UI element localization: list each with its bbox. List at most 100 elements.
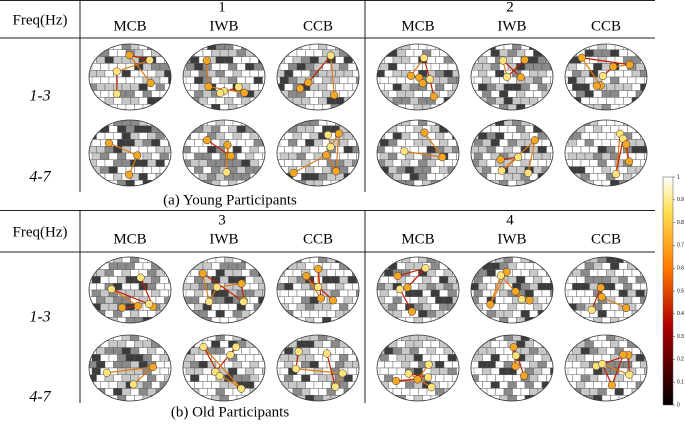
- map-cell: [555, 173, 564, 180]
- map-cell: [185, 76, 195, 85]
- map-cell: [177, 167, 186, 174]
- map-cell: [104, 159, 114, 167]
- node: [622, 303, 631, 313]
- map-cell: [130, 83, 140, 91]
- map-cell: [190, 145, 200, 154]
- map-cell: [601, 63, 611, 71]
- map-cell: [292, 374, 302, 382]
- map-cell: [486, 132, 496, 140]
- map-cell: [614, 310, 624, 318]
- map-cell: [559, 153, 568, 160]
- map-cell: [100, 289, 110, 298]
- map-cell: [533, 179, 543, 186]
- map-cell: [565, 173, 573, 181]
- map-cell: [456, 395, 459, 401]
- map-cell: [495, 388, 505, 396]
- map-cell: [343, 97, 353, 105]
- map-cell: [482, 63, 492, 71]
- map-cell: [439, 317, 449, 323]
- map-cell: [490, 381, 500, 389]
- map-cell: [610, 276, 620, 284]
- map-cell: [96, 97, 106, 105]
- map-cell: [130, 310, 140, 318]
- map-cell: [471, 97, 479, 105]
- map-cell: [211, 63, 221, 71]
- node: [202, 56, 211, 65]
- map-cell: [499, 303, 509, 311]
- map-cell: [589, 132, 599, 140]
- map-cell: [597, 374, 607, 382]
- map-cell: [185, 179, 195, 186]
- map-cell: [142, 49, 152, 57]
- map-cell: [301, 361, 311, 369]
- map-cell: [249, 296, 259, 304]
- map-cell: [413, 166, 423, 174]
- map-cell: [593, 354, 603, 362]
- map-cell: [267, 57, 276, 64]
- map-cell: [465, 317, 474, 324]
- map-cell: [185, 317, 195, 323]
- map-cell: [589, 159, 599, 167]
- map-cell: [147, 159, 157, 167]
- map-cell: [339, 395, 349, 401]
- map-cell: [490, 76, 500, 85]
- map-cell: [541, 367, 551, 376]
- map-cell: [211, 303, 221, 311]
- map-cell: [343, 257, 353, 264]
- map-outline: [564, 334, 648, 402]
- map-cell: [546, 388, 553, 396]
- map-cell: [503, 310, 513, 318]
- map-cell: [478, 296, 488, 304]
- map-cell: [100, 303, 110, 311]
- node: [112, 67, 121, 76]
- map-cell: [516, 125, 526, 133]
- map-cell: [262, 152, 265, 161]
- map-cell: [185, 276, 195, 284]
- map-cell: [559, 126, 568, 133]
- map-cell: [649, 361, 658, 368]
- node: [203, 136, 212, 145]
- map-cell: [580, 361, 590, 369]
- map-cell: [550, 303, 553, 311]
- map-cell: [168, 317, 171, 323]
- node: [511, 287, 520, 296]
- map-cell: [305, 90, 315, 98]
- map-cell: [284, 296, 294, 304]
- map-cell: [653, 276, 662, 283]
- map-cell: [147, 283, 157, 291]
- map-cell: [190, 310, 200, 318]
- map-cell: [584, 90, 594, 98]
- map-cell: [580, 374, 590, 382]
- map-cell: [601, 152, 611, 161]
- map-cell: [567, 139, 577, 147]
- map-cell: [653, 290, 662, 297]
- map-cell: [113, 347, 123, 355]
- map-cell: [267, 388, 276, 395]
- map-cell: [490, 90, 500, 98]
- map-cell: [482, 166, 492, 174]
- map-cell: [155, 83, 165, 91]
- map-cell: [138, 388, 148, 396]
- map-cell: [452, 120, 459, 127]
- map-cell: [409, 56, 419, 64]
- map-cell: [507, 303, 517, 311]
- map-cell: [384, 97, 394, 105]
- map-cell: [537, 374, 547, 382]
- map-cell: [439, 76, 449, 85]
- map-cell: [173, 348, 182, 355]
- map-cell: [262, 125, 265, 133]
- map-cell: [301, 374, 311, 382]
- map-cell: [134, 90, 144, 98]
- map-cell: [164, 173, 171, 181]
- map-cell: [365, 63, 374, 70]
- map-cell: [241, 145, 251, 154]
- map-cell: [194, 276, 204, 284]
- map-cell: [478, 44, 488, 51]
- map-cell: [606, 97, 616, 105]
- map-cell: [418, 388, 428, 396]
- map-cell: [277, 257, 285, 264]
- map-cell: [164, 257, 171, 264]
- map-cell: [164, 361, 171, 369]
- map-cell: [296, 152, 306, 161]
- map-cell: [318, 310, 328, 318]
